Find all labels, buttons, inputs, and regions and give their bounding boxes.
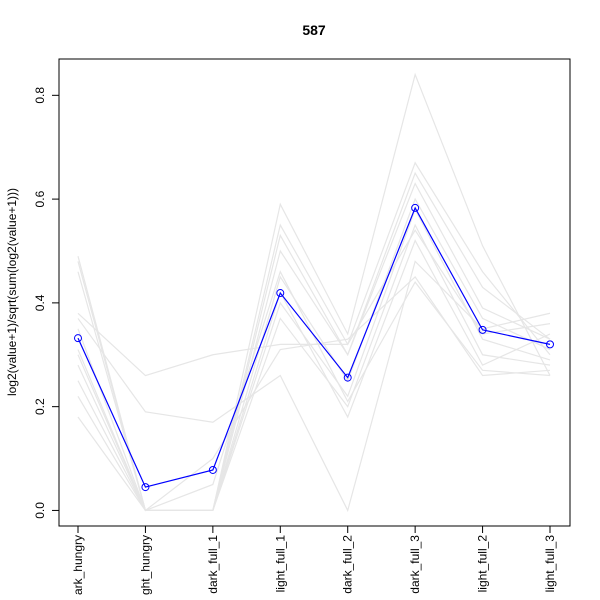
highlight-series-point — [411, 203, 420, 212]
plot-area-border — [58, 58, 571, 527]
x-tick-label: ght_hungry — [138, 535, 152, 595]
x-tick-label: light_full_3 — [543, 535, 557, 593]
background-series-group — [77, 72, 551, 513]
y-axis: 0.0 0.2 0.4 0.6 0.8 — [33, 87, 60, 519]
background-series-line — [77, 276, 551, 512]
background-series-line — [77, 239, 551, 512]
highlight-series-point — [141, 483, 150, 492]
y-axis-label: log2(value+1)/sqrt(sum(log2(value+1))) — [5, 188, 19, 396]
y-tick-label: 0.6 — [33, 190, 47, 207]
x-tick-label: light_full_1 — [273, 535, 287, 593]
chart-title: 587 — [302, 22, 326, 38]
highlight-series-line — [77, 206, 551, 488]
y-tick-label: 0.2 — [33, 398, 47, 415]
background-series-line — [77, 270, 551, 512]
x-tick-label: dark_full_3 — [408, 535, 422, 594]
background-series-line — [77, 260, 551, 513]
highlight-series-point — [74, 334, 82, 343]
highlight-series-group — [74, 203, 554, 492]
background-series-line — [77, 72, 551, 512]
x-tick-label: ark_hungry — [71, 535, 85, 595]
x-tick-label: dark_full_2 — [341, 535, 355, 594]
highlight-series-point — [208, 465, 217, 474]
y-tick-label: 0.8 — [33, 87, 47, 104]
x-tick-label: light_full_2 — [476, 535, 490, 593]
highlight-series-point — [276, 289, 285, 298]
x-tick-label: dark_full_1 — [206, 535, 220, 594]
highlight-series-point — [478, 325, 487, 334]
highlight-series-point — [343, 373, 352, 382]
y-tick-label: 0.0 — [33, 502, 47, 519]
x-axis: ark_hungry ght_hungry dark_full_1 light_ful… — [71, 525, 557, 595]
highlight-series-point — [546, 340, 554, 349]
y-tick-label: 0.4 — [33, 294, 47, 311]
background-series-line — [77, 171, 551, 512]
